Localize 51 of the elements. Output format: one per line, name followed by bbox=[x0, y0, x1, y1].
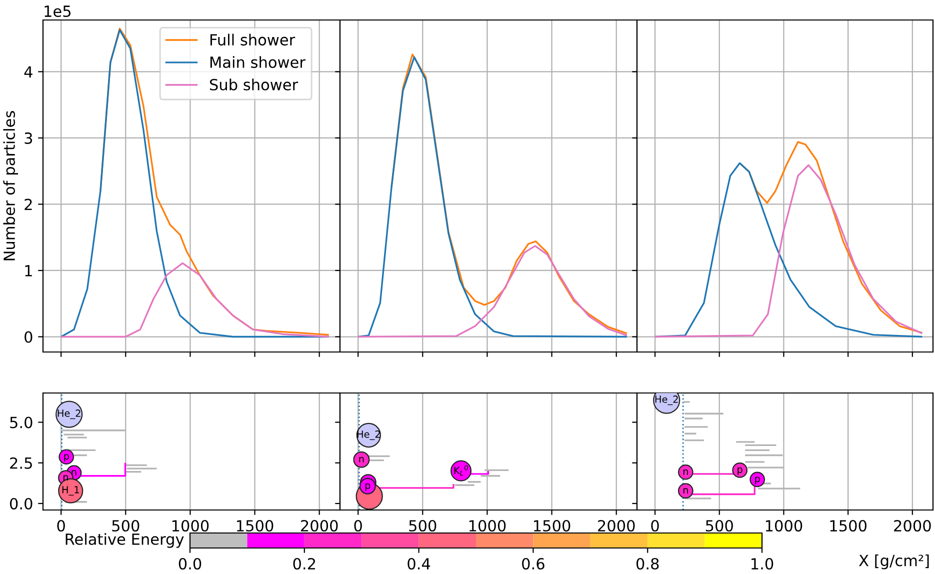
legend-label: Sub shower bbox=[210, 78, 298, 90]
y-tick-label: 2 bbox=[24, 198, 32, 210]
annotation: n bbox=[683, 488, 688, 494]
y-tick-label: 0 bbox=[24, 331, 32, 343]
x-tick-label: 500 bbox=[409, 520, 436, 532]
y-tick-label: 0.0 bbox=[10, 498, 32, 510]
y-tick-label: 5.0 bbox=[10, 416, 32, 428]
line-series bbox=[60, 262, 330, 338]
x-tick-label: 1000 bbox=[766, 520, 802, 532]
x-tick-label: 0 bbox=[651, 520, 659, 532]
y-tick-label: 1 bbox=[25, 265, 32, 276]
x-tick-label: 2000 bbox=[894, 520, 931, 532]
color-bar-label: 0.0 bbox=[178, 558, 202, 570]
legend-label: Full shower bbox=[210, 34, 296, 46]
annotation: He_2 bbox=[58, 410, 80, 420]
y-axis-title: Number of particles bbox=[3, 111, 18, 260]
x-tick-label: 1000 bbox=[172, 520, 209, 532]
annotation: p bbox=[365, 483, 370, 491]
y-tick-label: 2.5 bbox=[10, 457, 32, 469]
x-tick-label: 1000 bbox=[469, 520, 506, 532]
annotation: p bbox=[738, 467, 742, 475]
text: 1e5 bbox=[44, 6, 71, 18]
annotation: n bbox=[64, 475, 68, 481]
annotation: n bbox=[359, 456, 364, 462]
x-tick-label: 0 bbox=[57, 520, 65, 532]
y-tick-label: 3 bbox=[24, 132, 32, 144]
color-bar-label: 1.0 bbox=[752, 558, 774, 570]
x-tick-label: 1500 bbox=[237, 520, 274, 532]
x-tick-label: 500 bbox=[112, 520, 140, 532]
color-bar-label: 0.6 bbox=[522, 558, 544, 570]
x-tick-label: 500 bbox=[706, 520, 733, 532]
x-tick-label: 2000 bbox=[301, 520, 338, 532]
annotation: He_2 bbox=[655, 396, 678, 406]
annotation: p bbox=[64, 454, 69, 462]
x-axis-title: X [g/cm²] bbox=[859, 554, 929, 570]
legend-label: Main shower bbox=[210, 56, 306, 68]
x-tick-label: 2000 bbox=[598, 520, 635, 532]
annotation: K$_{L}$$^{0}$ bbox=[454, 465, 468, 476]
annotation: H_1 bbox=[62, 486, 79, 496]
annotation: n bbox=[683, 469, 688, 475]
y-tick-label: 4 bbox=[24, 66, 32, 78]
x-tick-label: 0 bbox=[354, 520, 362, 532]
annotation: He_2 bbox=[357, 430, 380, 440]
annotation: n bbox=[72, 470, 76, 476]
color-bar-title: Relative Energy bbox=[66, 533, 184, 548]
annotation: p bbox=[755, 476, 760, 484]
x-tick-label: 1500 bbox=[534, 520, 570, 532]
color-bar-label: 0.2 bbox=[293, 558, 316, 570]
color-bar-label: 0.8 bbox=[636, 558, 659, 570]
color-bar-label: 0.4 bbox=[408, 558, 430, 570]
x-tick-label: 1500 bbox=[830, 520, 866, 532]
